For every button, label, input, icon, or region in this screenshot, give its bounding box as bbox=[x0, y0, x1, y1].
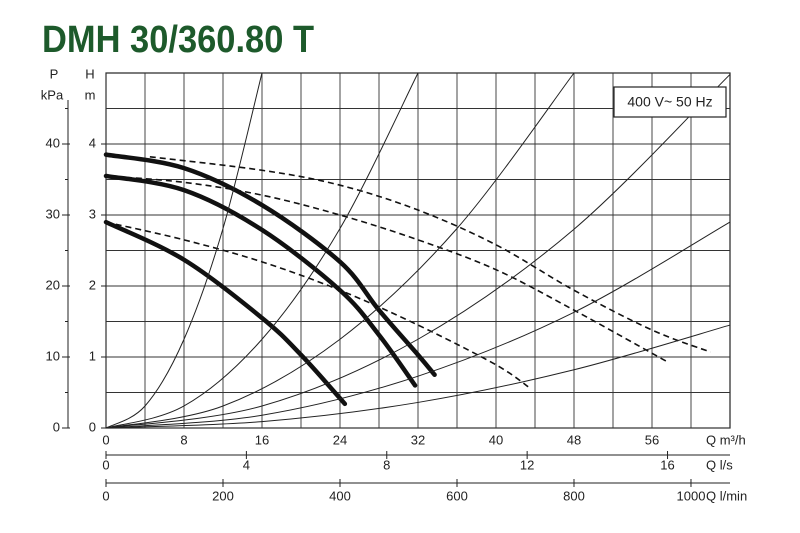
curve-thick bbox=[103, 219, 348, 407]
x3-tick-label: 800 bbox=[563, 488, 585, 503]
curve-thin bbox=[105, 72, 263, 429]
y-tick-label: 3 bbox=[89, 206, 96, 221]
y-tick-label: 2 bbox=[89, 277, 96, 292]
x-tick-label: 8 bbox=[180, 432, 187, 447]
y2-tick-label: 40 bbox=[46, 135, 60, 150]
y2-tick-label: 10 bbox=[46, 348, 60, 363]
x-tick-label: 32 bbox=[411, 432, 425, 447]
curve-thin bbox=[105, 74, 731, 429]
curve-dashed bbox=[105, 175, 668, 363]
x2-tick-label: 8 bbox=[383, 457, 390, 472]
y2-tick-label: 20 bbox=[46, 277, 60, 292]
x3-tick-label: 0 bbox=[102, 488, 109, 503]
annotation-box bbox=[613, 86, 727, 118]
y-axis-unit: m bbox=[85, 87, 96, 102]
x3-axis-label: Q l/min bbox=[706, 488, 747, 503]
x2-axis-label: Q l/s bbox=[706, 457, 733, 472]
y2-axis-unit: kPa bbox=[41, 87, 64, 102]
x-tick-label: 40 bbox=[489, 432, 503, 447]
x2-tick-label: 4 bbox=[243, 457, 250, 472]
x2-tick-label: 16 bbox=[660, 457, 674, 472]
y-tick-label: 0 bbox=[89, 419, 96, 434]
curve-dashed bbox=[149, 155, 711, 353]
x-tick-label: 16 bbox=[255, 432, 269, 447]
x-tick-label: 24 bbox=[333, 432, 347, 447]
y-tick-label: 1 bbox=[89, 348, 96, 363]
curve-thin bbox=[105, 72, 575, 429]
curve-thin bbox=[105, 72, 419, 429]
y2-axis-label: P bbox=[50, 66, 59, 81]
x3-tick-label: 200 bbox=[212, 488, 234, 503]
curve-thick bbox=[103, 173, 418, 388]
curve-dashed bbox=[105, 221, 531, 389]
chart-title: DMH 30/360.80 T bbox=[42, 19, 314, 61]
y-axis-label: H bbox=[85, 66, 94, 81]
x2-tick-label: 12 bbox=[520, 457, 534, 472]
x3-tick-label: 600 bbox=[446, 488, 468, 503]
curve-thick bbox=[103, 152, 437, 377]
x-tick-label: 48 bbox=[567, 432, 581, 447]
x-tick-label: 0 bbox=[102, 432, 109, 447]
x3-tick-label: 400 bbox=[329, 488, 351, 503]
x3-tick-label: 1000 bbox=[677, 488, 706, 503]
annotation: 400 V~ 50 Hz bbox=[627, 94, 712, 110]
x-tick-label: 56 bbox=[645, 432, 659, 447]
x-axis-label: Q m³/h bbox=[706, 432, 746, 447]
curve-thin bbox=[105, 221, 731, 429]
x2-tick-label: 0 bbox=[102, 457, 109, 472]
y-tick-label: 4 bbox=[89, 135, 96, 150]
y2-tick-label: 0 bbox=[53, 419, 60, 434]
y2-tick-label: 30 bbox=[46, 206, 60, 221]
curve-thin bbox=[105, 324, 731, 429]
